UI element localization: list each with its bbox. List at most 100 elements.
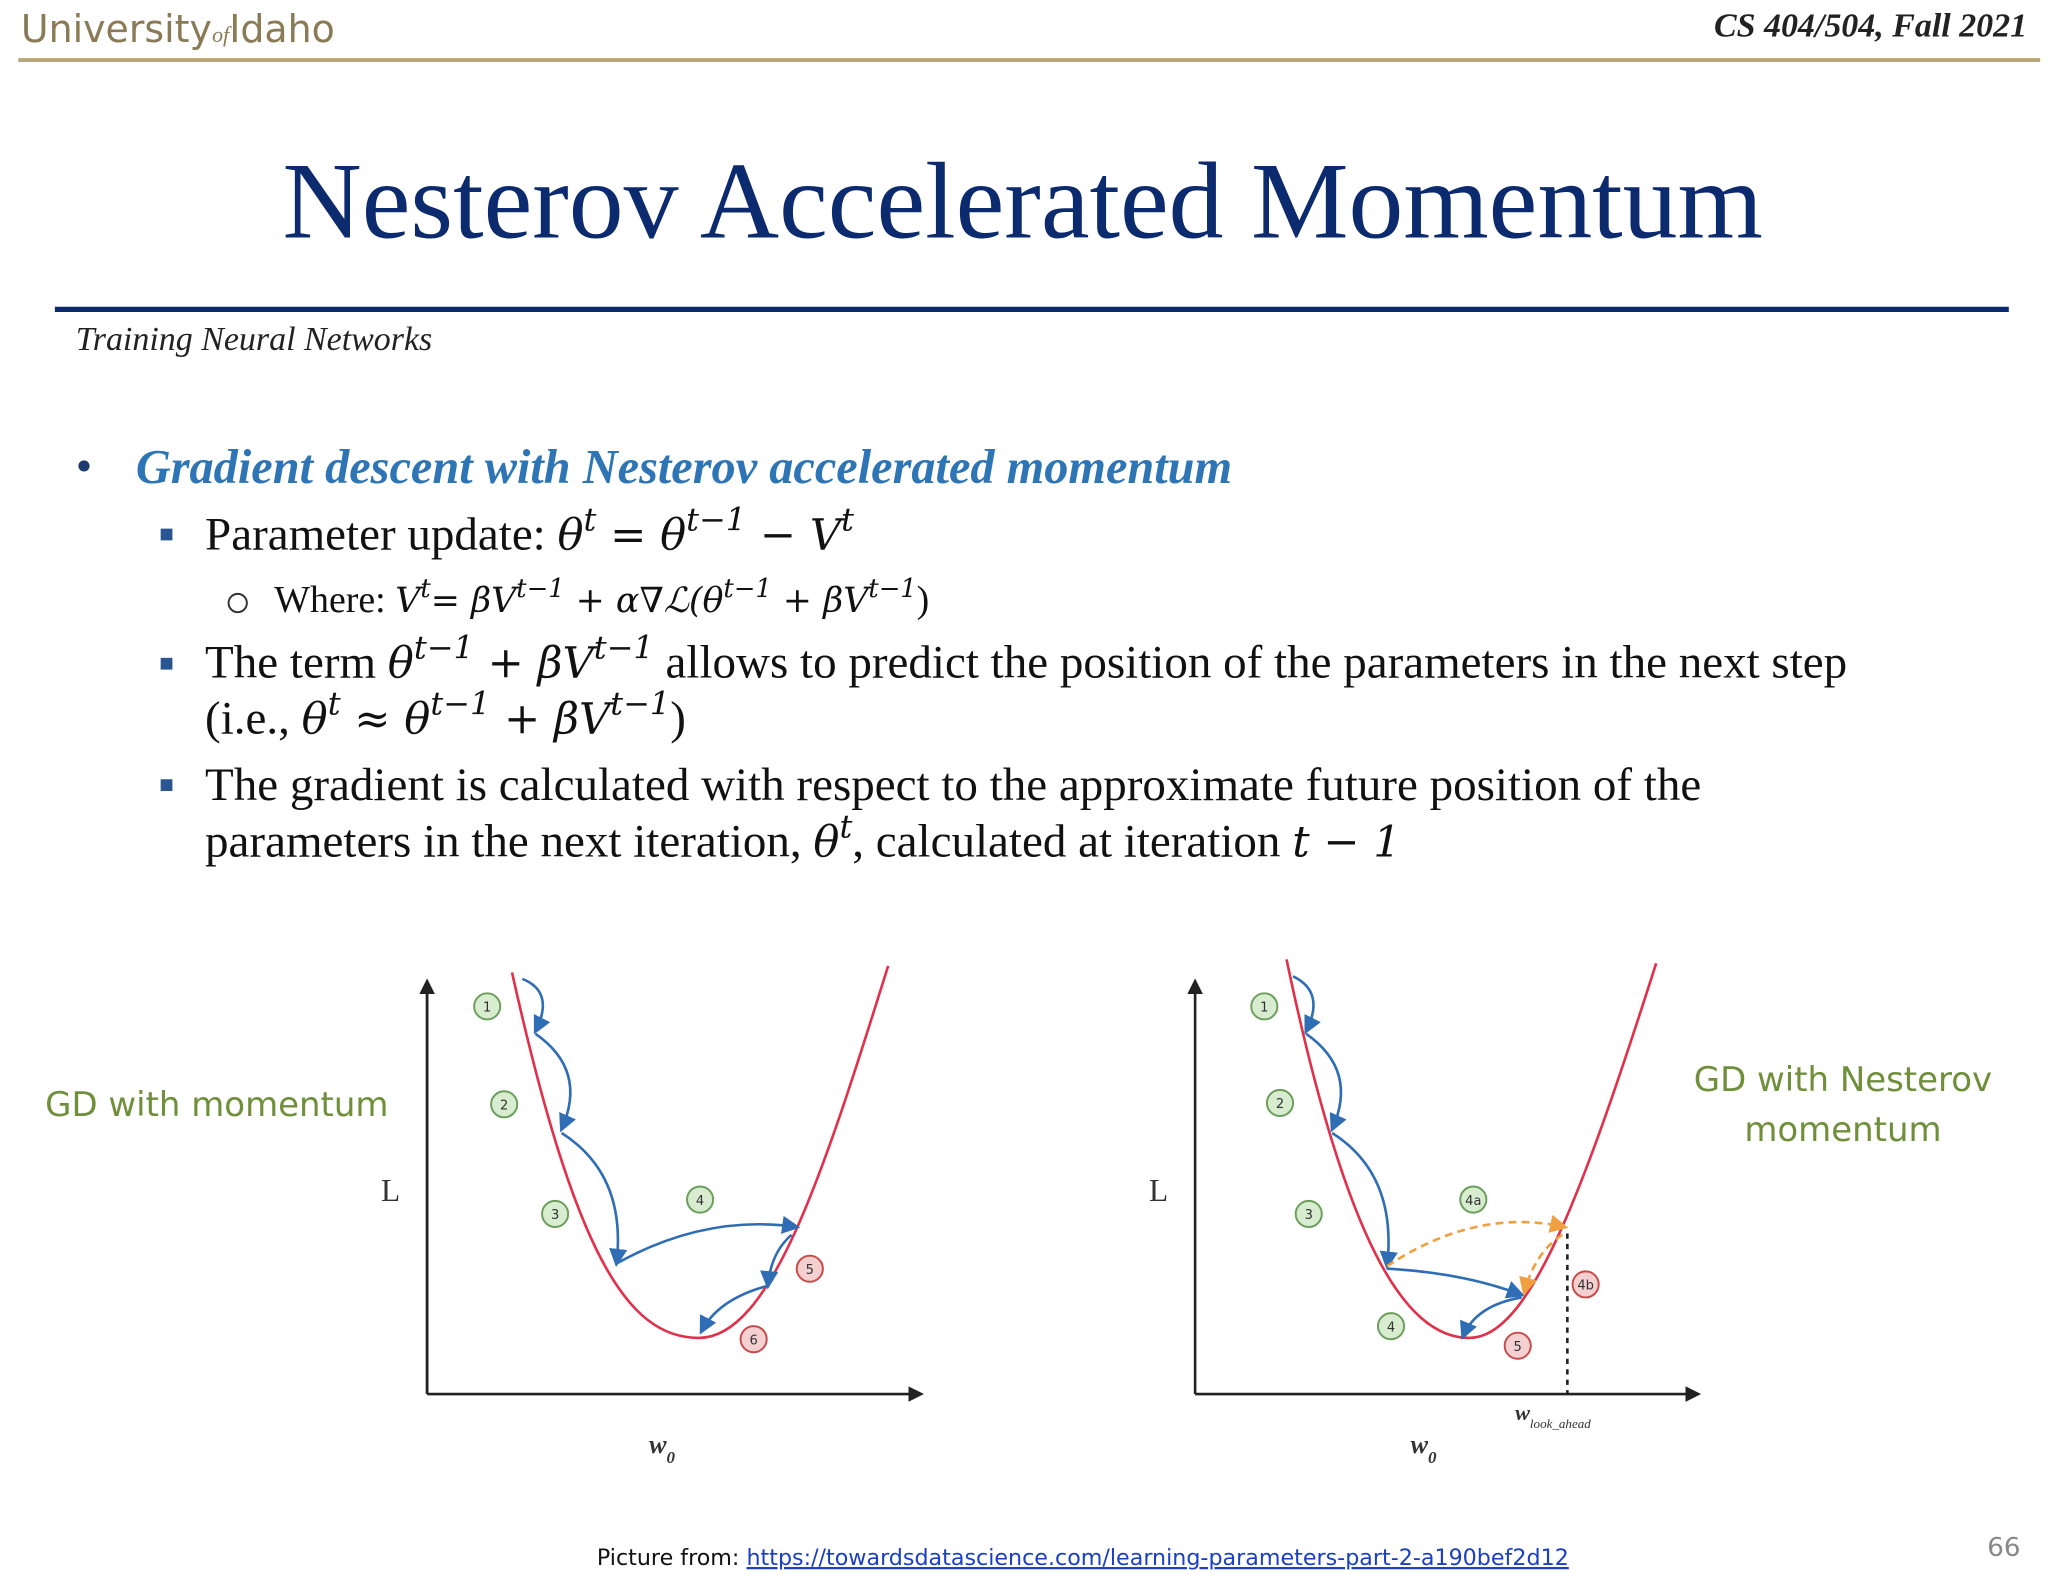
title: Nesterov Accelerated Momentum <box>283 140 1763 262</box>
x-axis-label-sub: 0 <box>1428 1447 1437 1466</box>
square-bullet <box>160 528 173 541</box>
math-superscript: t <box>420 574 431 604</box>
math-superscript: t−1 <box>723 574 771 604</box>
math-run: θ <box>558 511 584 561</box>
steps <box>1292 975 1526 1340</box>
step-label: 1 <box>1260 1001 1268 1016</box>
steps <box>521 977 801 1335</box>
y-axis-label: L <box>381 1173 400 1208</box>
step-marker <box>541 1199 570 1228</box>
diagram-caption: GD with Nesterov <box>1694 1060 1992 1100</box>
logo: UniversityofIdaho <box>21 7 335 51</box>
lookahead-sub: look_ahead <box>1530 1416 1591 1431</box>
step-marker <box>490 1090 519 1119</box>
step-label: 1 <box>483 1001 491 1016</box>
step-label: 4b <box>1577 1279 1594 1294</box>
diagram-caption: GD with momentum <box>45 1085 388 1125</box>
x-axis-label: w0 <box>649 1430 675 1466</box>
math-run: + βV <box>772 581 872 621</box>
bullet-line: (i.e., θt ≈ θt−1 + βVt−1) <box>205 685 686 745</box>
text-run: (i.e., <box>205 693 302 745</box>
math-run: V <box>395 581 424 621</box>
math-run: ≈ θ <box>341 695 431 745</box>
math-run: − V <box>746 511 845 561</box>
text-run: The term <box>205 636 388 688</box>
step-label: 4a <box>1465 1194 1481 1209</box>
bullet-line: parameters in the next iteration, θt, ca… <box>205 807 1401 867</box>
math-superscript: t−1 <box>610 685 670 723</box>
math-run: = θ <box>596 511 686 561</box>
bullet-dot: • <box>76 441 92 493</box>
math-superscript: t <box>584 501 597 539</box>
source-link[interactable]: https://towardsdatascience.com/learning-… <box>746 1545 1568 1571</box>
step-label: 3 <box>1305 1208 1313 1223</box>
math-run: t − 1 <box>1292 817 1401 867</box>
step-label: 5 <box>806 1263 814 1278</box>
step-marker <box>686 1185 715 1214</box>
x-axis-label-sub: 0 <box>667 1447 676 1466</box>
math-run: + βV <box>490 695 614 745</box>
text-run: , calculated at iteration <box>852 815 1292 867</box>
lookahead-steps <box>1386 1214 1569 1296</box>
bullet-line: Where: Vt= βVt−1 + α∇ℒ(θt−1 + βVt−1) <box>274 574 929 621</box>
square-bullet <box>160 779 173 791</box>
right-diagram <box>1187 959 1702 1402</box>
y-axis-label: L <box>1149 1173 1168 1208</box>
lookahead-base: w <box>1515 1400 1530 1425</box>
loss-curve <box>510 965 890 1340</box>
math-run: θ <box>388 638 414 688</box>
text-run: ) <box>917 579 930 621</box>
bullet-line: The gradient is calculated with respect … <box>205 759 1701 811</box>
lookahead-label: wlook_ahead <box>1515 1400 1591 1430</box>
source-note: Picture from: https://towardsdatascience… <box>597 1545 1569 1571</box>
step-marker <box>1376 1312 1406 1341</box>
page-number: 66 <box>1987 1533 2020 1563</box>
step-label: 4 <box>1387 1320 1395 1335</box>
axes <box>425 981 921 1394</box>
step-marker <box>1459 1185 1488 1214</box>
bullet-line: Parameter update: θt = θt−1 − Vt <box>205 501 854 561</box>
math-superscript: t−1 <box>414 628 474 666</box>
text-run: Parameter update: <box>205 509 557 561</box>
text-run: parameters in the next iteration, <box>205 815 813 867</box>
math-run: + α∇ℒ(θ <box>565 581 724 621</box>
course: CS 404/504, Fall 2021 <box>1714 8 2027 45</box>
step-marker <box>1571 1270 1600 1299</box>
step-label: 5 <box>1514 1340 1522 1355</box>
text-run: Where: <box>274 579 395 621</box>
math-superscript: t <box>839 807 852 845</box>
step-marker <box>739 1325 768 1354</box>
logo-word: of <box>212 22 232 47</box>
step-marker <box>473 992 502 1021</box>
math-superscript: t−1 <box>594 628 654 666</box>
math-run: = βV <box>431 581 520 621</box>
logo-word: Idaho <box>229 7 335 51</box>
math-superscript: t−1 <box>516 574 564 604</box>
step-marker <box>1250 992 1279 1021</box>
x-axis-label: w0 <box>1411 1430 1437 1466</box>
bullet-markers <box>160 528 173 791</box>
math-superscript: t−1 <box>686 501 746 539</box>
text-run: ) <box>670 693 686 745</box>
step-marker <box>1503 1331 1532 1360</box>
circle-bullet <box>227 592 248 614</box>
step-marker <box>1265 1088 1295 1117</box>
math-run: θ <box>302 695 328 745</box>
square-bullet <box>160 657 173 670</box>
text-run: allows to predict the position of the pa… <box>654 636 1847 688</box>
x-axis-label-base: w <box>1411 1430 1429 1459</box>
step-label: 6 <box>749 1333 757 1348</box>
bullet-line: The term θt−1 + βVt−1 allows to predict … <box>205 628 1847 688</box>
step-marker <box>1294 1199 1323 1228</box>
x-axis-label-base: w <box>649 1430 667 1459</box>
math-run: θ <box>813 817 839 867</box>
diagram-caption: momentum <box>1744 1110 1941 1150</box>
math-superscript: t−1 <box>868 574 916 604</box>
subtitle: Training Neural Networks <box>76 321 433 358</box>
step-label: 4 <box>696 1194 704 1209</box>
bullet-heading: Gradient descent with Nesterov accelerat… <box>136 441 1232 494</box>
math-superscript: t−1 <box>430 685 490 723</box>
text-run: The gradient is calculated with respect … <box>205 759 1701 811</box>
logo-word: University <box>21 7 212 51</box>
